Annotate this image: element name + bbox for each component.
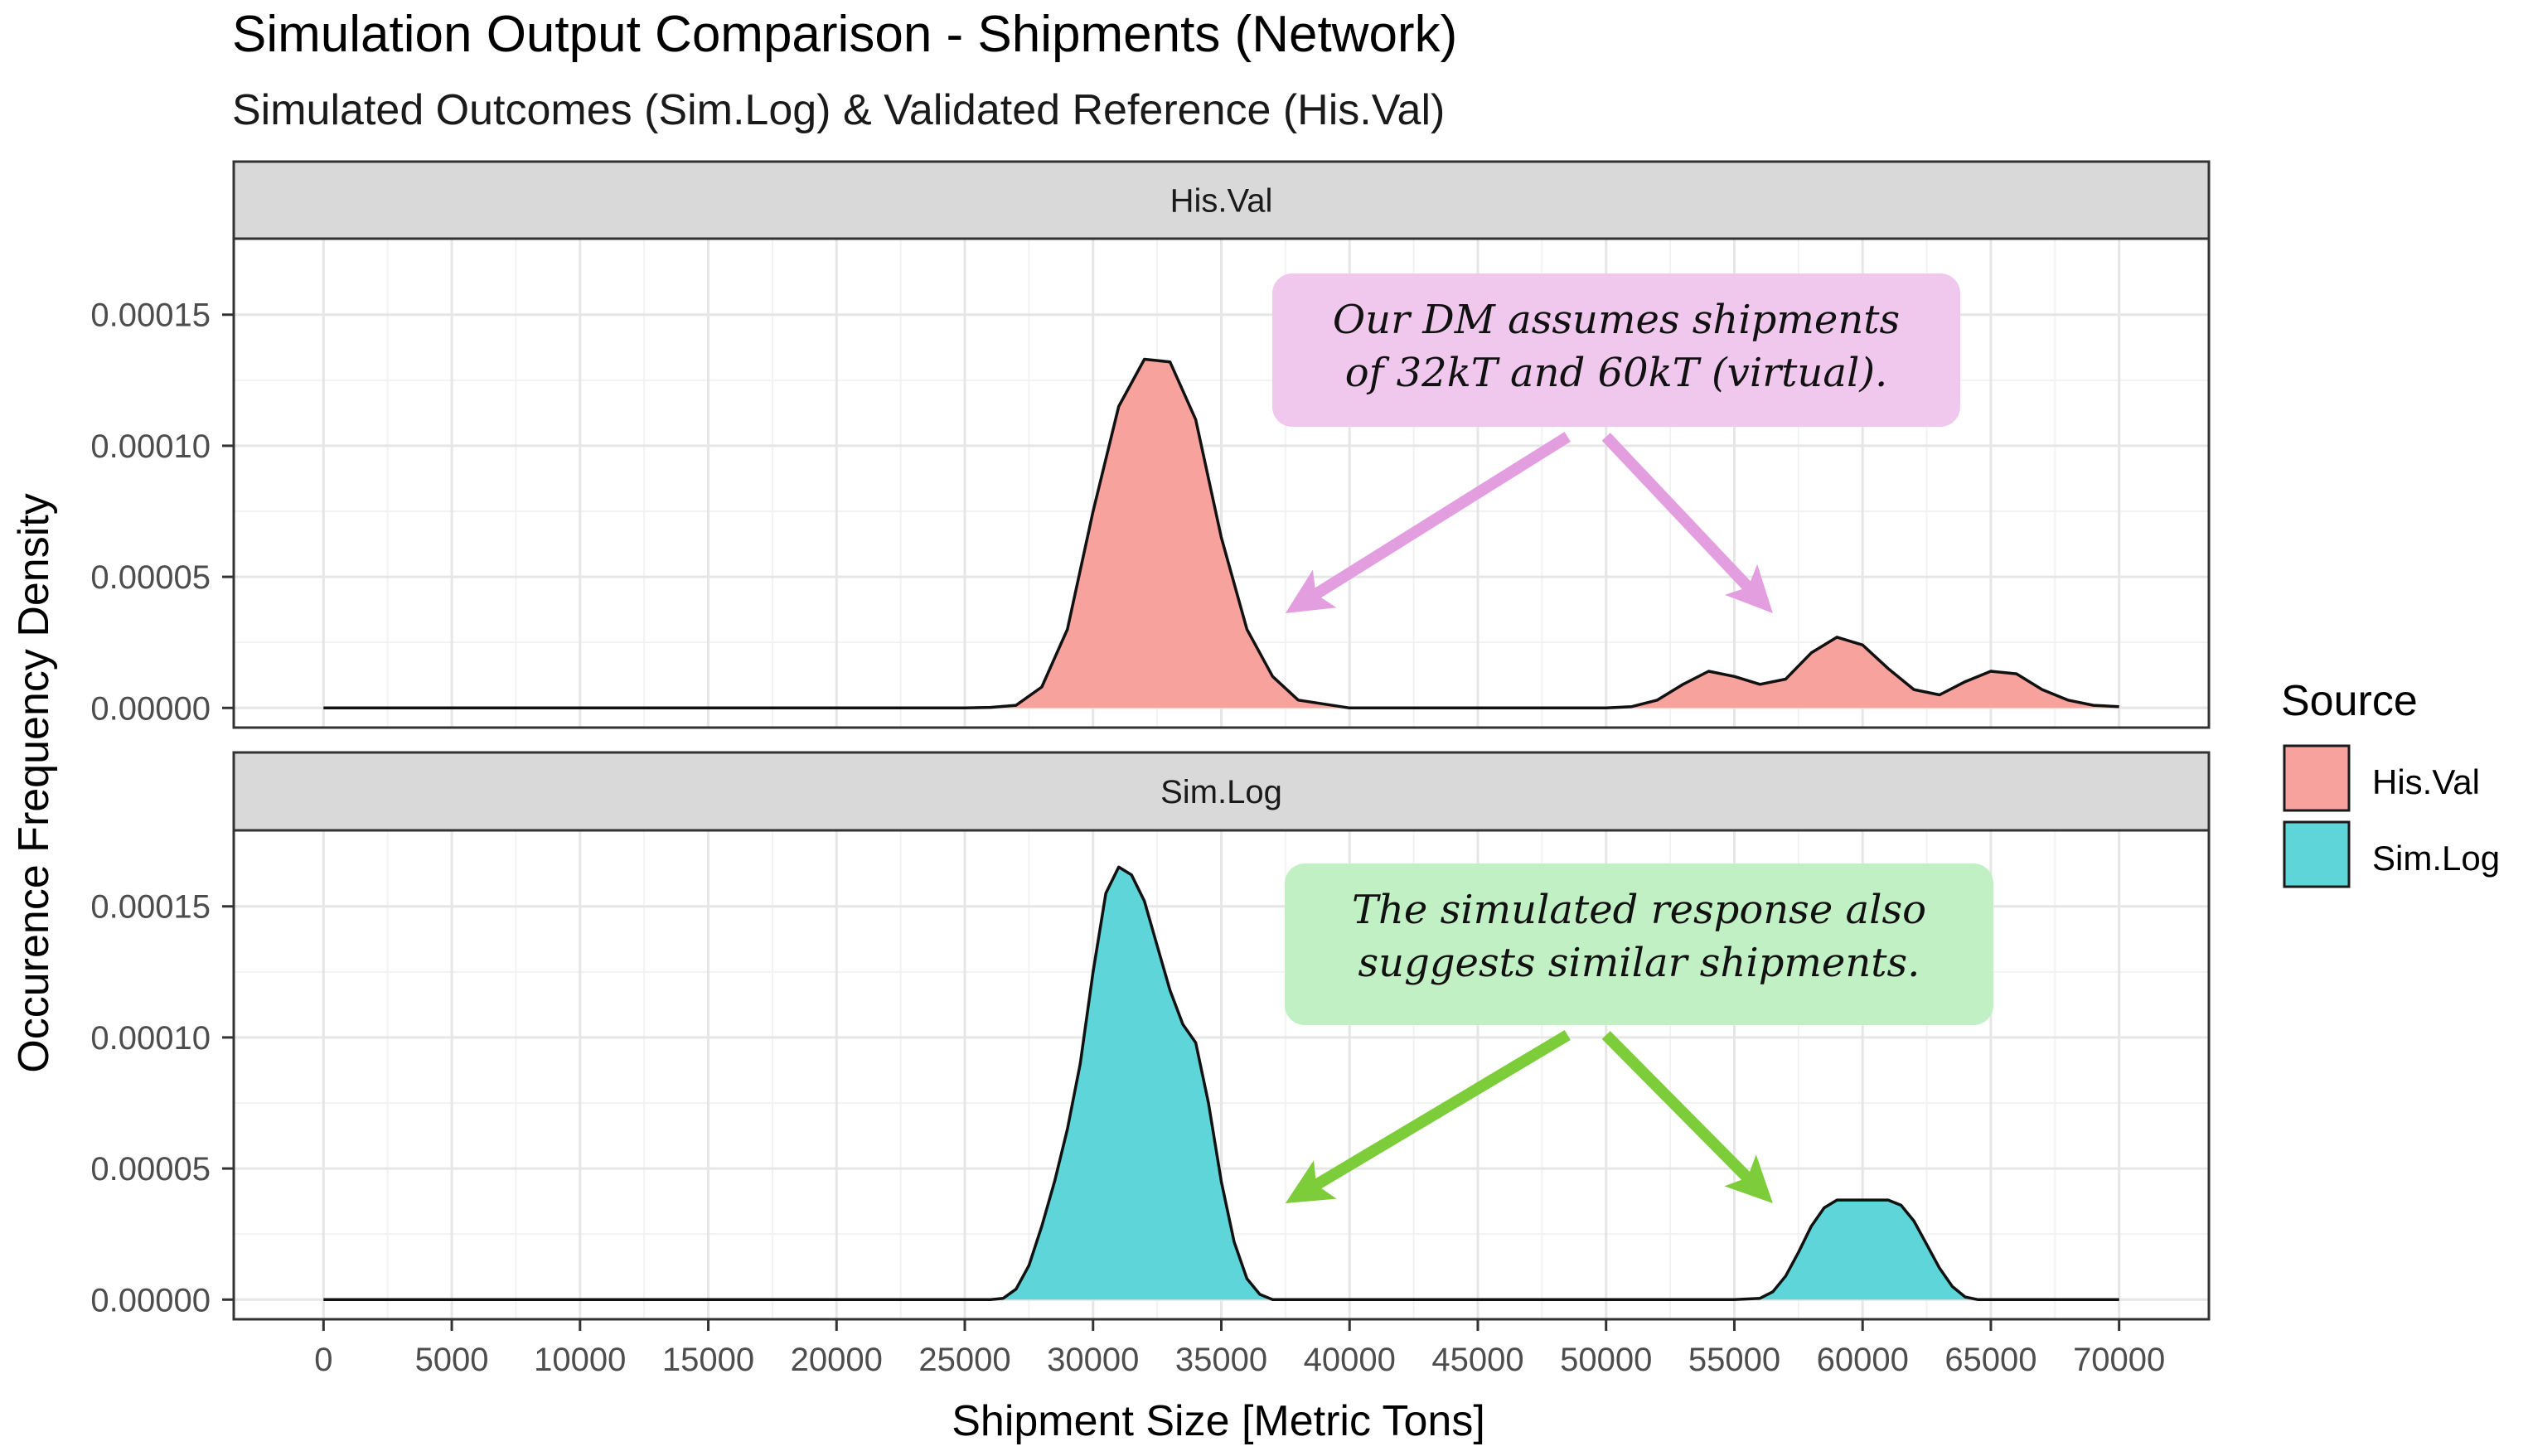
annotation-arrowhead-his-val xyxy=(1724,564,1773,613)
strip-label-sim-log: Sim.Log xyxy=(1160,774,1282,810)
x-tick-label: 35000 xyxy=(1175,1342,1267,1378)
annotation-arrow-his-val xyxy=(1601,433,1753,592)
legend-key-sim-log xyxy=(2283,820,2351,888)
annotation-arrowhead-sim-log xyxy=(1285,1160,1337,1203)
y-tick-label: 0.00005 xyxy=(90,559,211,596)
annotation-text-sim-log: The simulated response also xyxy=(1352,887,1926,933)
x-tick-label: 60000 xyxy=(1817,1342,1909,1378)
y-tick-label: 0.00005 xyxy=(90,1151,211,1188)
annotation-arrow-sim-log xyxy=(1601,1031,1752,1183)
panel-sim-log: Sim.Log 0.00000 0.00005 0.00010 0.00015 The s… xyxy=(90,751,2211,1321)
annotation-arrow-sim-log xyxy=(1313,1029,1571,1190)
x-tick-label: 5000 xyxy=(415,1342,489,1378)
annotation-text-his-val: Our DM assumes shipments xyxy=(1333,297,1900,343)
x-tick-label: 10000 xyxy=(534,1342,626,1378)
x-tick-label: 65000 xyxy=(1944,1342,2036,1378)
strip-label-his-val: His.Val xyxy=(1170,183,1273,220)
y-tick-label: 0.00015 xyxy=(90,889,211,926)
y-tick-label: 0.00010 xyxy=(90,1020,211,1057)
legend: Source His.Val Sim.Log xyxy=(2281,677,2500,888)
y-axis-title: Occurence Frequency Density xyxy=(10,493,58,1072)
annotation-arrow-his-val xyxy=(1312,432,1572,599)
legend-label-sim-log: Sim.Log xyxy=(2372,839,2500,878)
legend-label-his-val: His.Val xyxy=(2372,762,2480,801)
chart-title: Simulation Output Comparison - Shipments… xyxy=(232,6,1457,63)
panel-border-his-val xyxy=(232,237,2211,729)
annotation-text-sim-log: suggests similar shipments. xyxy=(1358,940,1920,986)
y-tick-label: 0.00000 xyxy=(90,690,211,727)
annotation-arrowhead-sim-log xyxy=(1724,1154,1773,1203)
legend-key-his-val xyxy=(2283,744,2351,812)
x-tick-label: 15000 xyxy=(662,1342,754,1378)
density-area-his-val xyxy=(323,359,2119,709)
strip-his-val xyxy=(232,160,2211,240)
x-tick-label: 50000 xyxy=(1560,1342,1652,1378)
density-line-his-val xyxy=(323,357,2119,710)
x-tick-label: 40000 xyxy=(1304,1342,1396,1378)
y-tick-label: 0.00010 xyxy=(90,428,211,465)
x-tick-label: 45000 xyxy=(1431,1342,1523,1378)
x-tick-label: 70000 xyxy=(2073,1342,2165,1378)
y-tick-label: 0.00015 xyxy=(90,297,211,334)
x-tick-label: 55000 xyxy=(1688,1342,1780,1378)
x-axis-title: Shipment Size [Metric Tons] xyxy=(952,1397,1485,1445)
x-tick-label: 20000 xyxy=(791,1342,883,1378)
density-area-sim-log xyxy=(323,867,2119,1300)
x-tick-label: 25000 xyxy=(918,1342,1010,1378)
panel-his-val: His.Val 0.00000 0.00005 0.00010 0.00015 Our D… xyxy=(90,160,2211,729)
annotation-box-his-val xyxy=(1272,273,1960,427)
x-tick-label: 30000 xyxy=(1047,1342,1139,1378)
y-tick-label: 0.00000 xyxy=(90,1282,211,1318)
density-line-sim-log xyxy=(323,865,2119,1302)
annotation-box-sim-log xyxy=(1285,863,1993,1025)
chart-subtitle: Simulated Outcomes (Sim.Log) & Validated… xyxy=(232,86,1445,134)
x-tick-label: 0 xyxy=(314,1342,332,1378)
legend-title: Source xyxy=(2281,677,2418,725)
strip-sim-log xyxy=(232,751,2211,832)
annotation-text-his-val: of 32kT and 60kT (virtual). xyxy=(1345,350,1888,396)
annotation-arrowhead-his-val xyxy=(1285,569,1337,613)
x-axis: 0 5000 10000 15000 20000 25000 30000 35000 40000… xyxy=(314,1319,2165,1378)
